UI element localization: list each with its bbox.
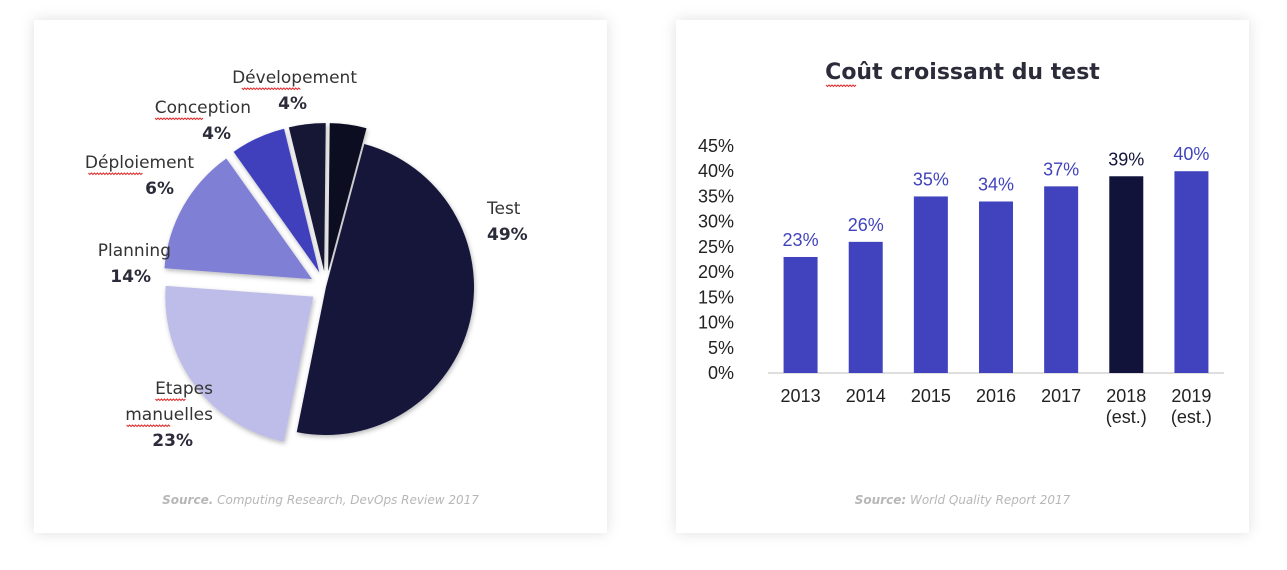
- pie-pct-developement: 4%: [278, 94, 307, 114]
- data-label-2013: 23%: [783, 230, 819, 250]
- data-label-2019: 40%: [1173, 144, 1209, 164]
- spellcheck-squiggle: [825, 84, 857, 88]
- pie-source-text: Computing Research, DevOps Review 2017: [217, 493, 479, 507]
- bar-2015: [913, 196, 948, 373]
- x-tick-label-2019: 2019: [1171, 386, 1211, 406]
- spellcheck-squiggle: [88, 172, 143, 176]
- bar-2017: [1044, 186, 1079, 373]
- pie-source-note: Source. Computing Research, DevOps Revie…: [34, 493, 607, 507]
- pie-chart-card: Test 49% Etapes manuelles 23% Planning 14% Dépl…: [34, 20, 607, 533]
- pie-slices: [164, 123, 475, 442]
- pie-pct-deploiement: 6%: [145, 179, 174, 199]
- y-tick-label: 15%: [698, 287, 734, 307]
- pie-slice-developement: [328, 123, 367, 272]
- bar-2013: [783, 256, 818, 373]
- bar-source-prefix: Source:: [854, 493, 907, 507]
- x-tick-label-2016: 2016: [976, 386, 1016, 406]
- data-label-2014: 26%: [848, 215, 884, 235]
- pie-label-etapes-line2: manuelles: [125, 405, 213, 425]
- pie-pct-test: 49%: [487, 225, 528, 245]
- y-tick-label: 10%: [698, 313, 734, 333]
- x-tick-label-2013: 2013: [781, 386, 821, 406]
- pie-slice-deploiement: [233, 128, 320, 273]
- bar-source-text: World Quality Report 2017: [909, 493, 1071, 507]
- pie-label-planning: Planning: [98, 241, 171, 261]
- y-tick-label: 0%: [708, 363, 734, 383]
- pie-slice-conception: [288, 123, 326, 272]
- pie-label-etapes: Etapes: [155, 379, 213, 399]
- pie-label-test: Test: [486, 199, 521, 219]
- x-tick-label-2018-line2: (est.): [1106, 407, 1147, 427]
- bar-2019: [1174, 171, 1209, 373]
- data-label-2016: 34%: [978, 174, 1014, 194]
- spellcheck-squiggle: [154, 117, 204, 121]
- pie-label-conception: Conception: [155, 98, 251, 118]
- y-tick-label: 35%: [698, 186, 734, 206]
- spellcheck-squiggle: [241, 87, 301, 91]
- x-tick-label-2014: 2014: [846, 386, 886, 406]
- x-tick-label-2017: 2017: [1041, 386, 1081, 406]
- pie-slice-test: [296, 144, 475, 436]
- x-tick-label-2019-line2: (est.): [1171, 407, 1212, 427]
- y-tick-label: 40%: [698, 161, 734, 181]
- spellcheck-squiggle: [126, 424, 171, 428]
- pie-slice-etapes: [165, 285, 314, 442]
- pie-pct-conception: 4%: [202, 124, 231, 144]
- y-tick-label: 5%: [708, 338, 734, 358]
- data-label-2017: 37%: [1043, 159, 1079, 179]
- y-tick-label: 20%: [698, 262, 734, 282]
- x-tick-label-2015: 2015: [911, 386, 951, 406]
- data-label-2015: 35%: [913, 169, 949, 189]
- y-tick-label: 30%: [698, 212, 734, 232]
- x-tick-label-2018: 2018: [1106, 386, 1146, 406]
- bar-2014: [848, 241, 883, 373]
- pie-label-developement: Dévelopement: [232, 68, 357, 88]
- bar-source-note: Source: World Quality Report 2017: [676, 493, 1249, 507]
- bar-2016: [979, 201, 1013, 373]
- data-label-2018: 39%: [1108, 149, 1144, 169]
- pie-source-prefix: Source.: [162, 493, 214, 507]
- pie-chart: Test 49% Etapes manuelles 23% Planning 14% Dépl…: [85, 68, 528, 451]
- y-tick-label: 45%: [698, 136, 734, 156]
- y-tick-label: 25%: [698, 237, 734, 257]
- bar-2018: [1109, 176, 1144, 373]
- bar-chart-title: Coût croissant du test: [825, 60, 1100, 85]
- pie-slice-planning: [164, 158, 313, 280]
- pie-label-deploiement: Déploiement: [85, 153, 194, 173]
- spellcheck-squiggle: [155, 398, 186, 402]
- pie-pct-etapes: 23%: [152, 431, 193, 451]
- pie-pct-planning: 14%: [110, 267, 151, 287]
- bar-chart: 0% 5% 10% 15% 20% 25% 30% 35% 40% 45% 23% 2013 26% 20…: [698, 84, 1224, 427]
- bar-chart-card: Coût croissant du test 0% 5% 10% 15% 20% 25% 3…: [676, 20, 1249, 533]
